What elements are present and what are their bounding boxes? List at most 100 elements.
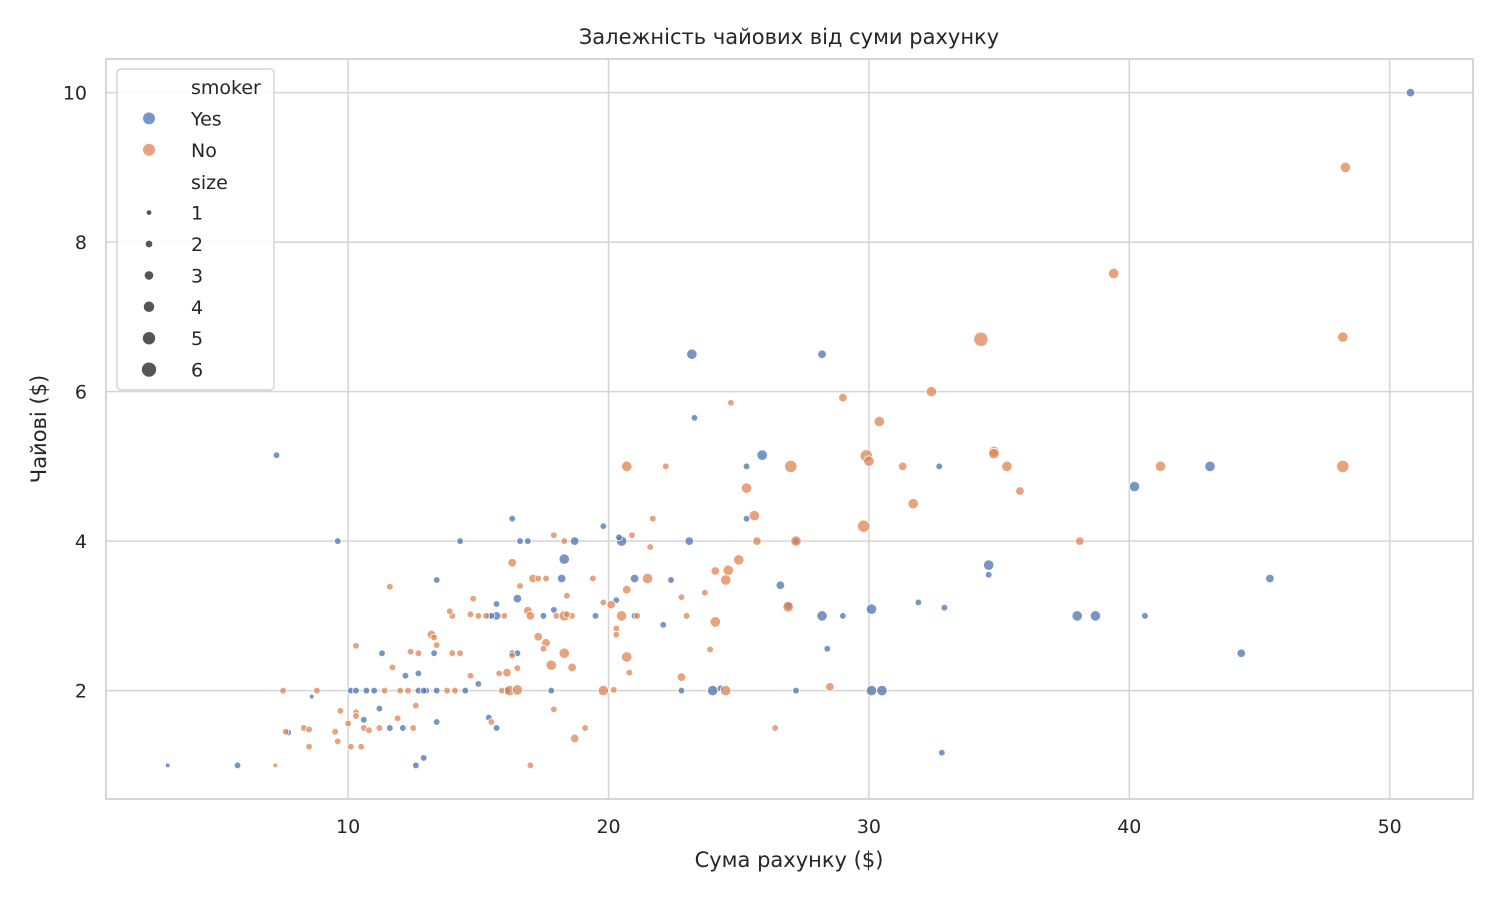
legend-title-size: size bbox=[191, 172, 228, 194]
data-point-yes bbox=[569, 536, 580, 546]
data-point-yes bbox=[629, 573, 640, 584]
data-point-yes bbox=[492, 724, 501, 732]
data-point-no bbox=[784, 459, 798, 473]
legend-size-marker bbox=[143, 301, 155, 313]
legend-size-marker bbox=[142, 332, 156, 345]
data-point-yes bbox=[984, 571, 993, 579]
data-point-yes bbox=[492, 600, 501, 608]
data-point-no bbox=[1015, 486, 1025, 496]
data-point-no bbox=[1108, 267, 1120, 280]
data-point-yes bbox=[558, 553, 570, 565]
data-point-no bbox=[597, 684, 609, 697]
data-point-no bbox=[508, 651, 516, 660]
data-point-yes bbox=[333, 537, 342, 545]
data-point-yes bbox=[378, 649, 386, 657]
data-point-yes bbox=[690, 414, 699, 422]
data-point-no bbox=[393, 714, 402, 723]
data-point-no bbox=[445, 607, 454, 616]
data-point-no bbox=[676, 672, 687, 682]
data-point-yes bbox=[659, 621, 667, 629]
data-point-no bbox=[988, 448, 1000, 460]
data-point-yes bbox=[508, 514, 516, 523]
data-point-yes bbox=[412, 761, 420, 770]
data-point-no bbox=[409, 724, 417, 732]
data-point-yes bbox=[839, 612, 847, 620]
data-point-no bbox=[599, 598, 608, 607]
data-point-no bbox=[466, 671, 475, 680]
data-point-no bbox=[380, 686, 389, 695]
data-point-no bbox=[516, 582, 524, 590]
data-point-no bbox=[396, 686, 404, 695]
data-point-no bbox=[448, 649, 457, 657]
legend-size-label: 1 bbox=[191, 203, 203, 225]
data-point-yes bbox=[940, 603, 949, 612]
data-point-no bbox=[677, 593, 686, 601]
data-point-no bbox=[456, 649, 464, 657]
data-point-no bbox=[333, 737, 342, 746]
data-point-yes bbox=[686, 348, 698, 360]
data-point-no bbox=[907, 498, 919, 510]
data-point-no bbox=[720, 684, 732, 697]
data-point-yes bbox=[386, 724, 394, 732]
data-point-yes bbox=[599, 522, 608, 530]
data-point-no bbox=[649, 514, 657, 523]
data-point-no bbox=[279, 686, 287, 695]
data-point-yes bbox=[419, 686, 428, 695]
data-point-no bbox=[615, 610, 628, 622]
data-point-no bbox=[567, 662, 577, 673]
data-points bbox=[164, 87, 1416, 770]
data-point-yes bbox=[233, 761, 242, 770]
data-point-no bbox=[1339, 161, 1352, 174]
x-axis-label: Сума рахунку ($) bbox=[695, 848, 884, 872]
data-point-no bbox=[609, 686, 618, 694]
data-point-no bbox=[482, 612, 490, 620]
data-point-no bbox=[662, 462, 670, 471]
legend-title-smoker: smoker bbox=[191, 77, 261, 99]
data-point-yes bbox=[164, 762, 171, 769]
data-point-no bbox=[502, 667, 512, 678]
data-point-yes bbox=[865, 603, 878, 615]
data-point-yes bbox=[547, 686, 556, 695]
data-point-yes bbox=[1265, 573, 1275, 584]
data-point-no bbox=[569, 733, 580, 744]
data-point-no bbox=[352, 712, 360, 720]
data-point-yes bbox=[792, 686, 800, 695]
data-point-yes bbox=[823, 645, 832, 653]
plot-frame bbox=[105, 58, 1474, 800]
data-point-no bbox=[534, 574, 542, 583]
data-point-no bbox=[404, 686, 412, 695]
data-point-yes bbox=[456, 537, 464, 545]
y-tick-label: 6 bbox=[75, 382, 87, 404]
data-point-no bbox=[606, 599, 616, 610]
legend-size-marker bbox=[141, 362, 157, 377]
x-tick-label: 20 bbox=[596, 816, 620, 838]
data-point-no bbox=[386, 582, 394, 591]
data-point-no bbox=[581, 724, 589, 732]
legend-size-marker bbox=[146, 210, 152, 216]
legend-size-marker bbox=[145, 240, 153, 248]
data-point-no bbox=[500, 612, 509, 620]
data-point-no bbox=[873, 415, 885, 428]
data-point-no bbox=[305, 742, 313, 751]
data-point-yes bbox=[667, 576, 675, 584]
data-point-no bbox=[545, 659, 557, 671]
data-point-no bbox=[633, 612, 641, 620]
data-point-no bbox=[443, 686, 451, 695]
data-point-no bbox=[344, 719, 352, 728]
data-point-yes bbox=[360, 716, 368, 724]
legend-size-label: 6 bbox=[191, 360, 203, 382]
data-point-no bbox=[550, 705, 558, 714]
data-point-no bbox=[487, 718, 496, 726]
data-point-no bbox=[365, 726, 373, 734]
tick-labels: 10 20 30 40 50 2 4 6 8 10 bbox=[63, 83, 1402, 838]
data-point-no bbox=[347, 742, 355, 751]
x-tick-label: 40 bbox=[1117, 816, 1141, 838]
legend-size-label: 5 bbox=[191, 328, 203, 350]
data-point-yes bbox=[865, 684, 878, 697]
data-point-yes bbox=[1236, 648, 1246, 658]
data-point-no bbox=[857, 519, 871, 533]
data-point-yes bbox=[539, 612, 548, 620]
data-point-yes bbox=[938, 748, 946, 757]
y-tick-label: 10 bbox=[63, 83, 87, 105]
